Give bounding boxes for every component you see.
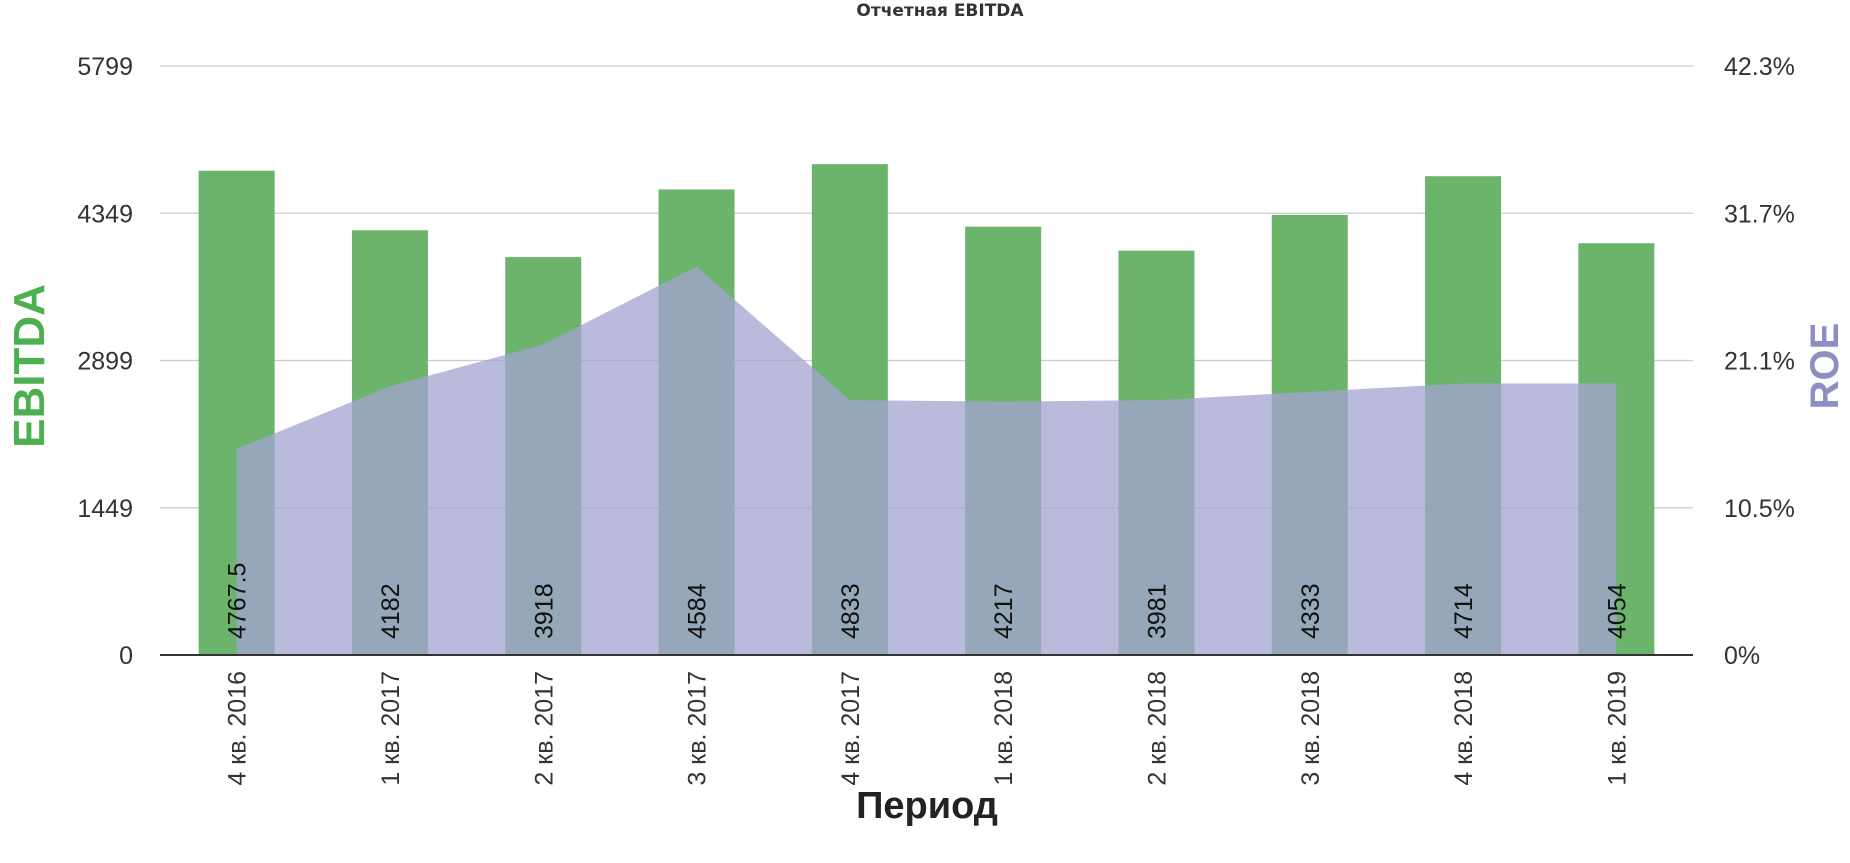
bar-value-label: 4182 <box>377 583 405 639</box>
right-axis-title: ROE <box>1803 323 1847 410</box>
x-axis-title: Период <box>856 785 998 827</box>
x-tick-label: 4 кв. 2018 <box>1450 671 1478 786</box>
right-tick-label: 0% <box>1724 642 1760 670</box>
bar-value-label: 4333 <box>1297 583 1325 639</box>
right-tick-label: 10.5% <box>1724 495 1795 523</box>
right-axis-ticks: 0% 10.5% 21.1% 31.7% 42.3% <box>1724 53 1795 670</box>
chart-title: Отчетная EBITDA <box>856 1 1024 21</box>
bar-value-label: 4833 <box>837 583 865 639</box>
x-tick-label: 4 кв. 2016 <box>224 671 252 786</box>
bar-value-label: 4767.5 <box>224 563 252 639</box>
x-tick-label: 1 кв. 2018 <box>990 671 1018 786</box>
bar-value-label: 3981 <box>1143 583 1171 639</box>
right-tick-label: 21.1% <box>1724 348 1795 376</box>
left-tick-label: 2899 <box>77 348 133 376</box>
left-axis-title: EBITDA <box>5 284 54 448</box>
right-tick-label: 42.3% <box>1724 53 1795 81</box>
x-tick-label: 1 кв. 2017 <box>377 671 405 786</box>
bar-value-label: 4714 <box>1450 583 1478 639</box>
left-tick-label: 5799 <box>77 53 133 81</box>
bar-value-labels: 4767.5 4182 3918 4584 4833 4217 3981 4333 4714 40… <box>224 563 1632 639</box>
bar-value-label: 4054 <box>1603 583 1631 639</box>
x-tick-label: 2 кв. 2017 <box>530 671 558 786</box>
roe-area-series <box>160 266 1693 656</box>
x-tick-label: 3 кв. 2017 <box>684 671 712 786</box>
bar-value-label: 4217 <box>990 583 1018 639</box>
roe-area <box>236 266 1617 655</box>
bar-value-label: 3918 <box>530 583 558 639</box>
left-tick-label: 4349 <box>77 200 133 228</box>
x-tick-label: 4 кв. 2017 <box>837 671 865 786</box>
left-tick-label: 0 <box>119 642 133 670</box>
x-tick-label: 1 кв. 2019 <box>1603 671 1631 786</box>
left-tick-label: 1449 <box>77 495 133 523</box>
left-axis-ticks: 0 1449 2899 4349 5799 <box>77 53 133 670</box>
x-tick-label: 3 кв. 2018 <box>1297 671 1325 786</box>
x-tick-label: 2 кв. 2018 <box>1143 671 1171 786</box>
x-axis-ticks: 4 кв. 2016 1 кв. 2017 2 кв. 2017 3 кв. 2017… <box>224 671 1632 786</box>
bar-value-label: 4584 <box>684 583 712 639</box>
right-tick-label: 31.7% <box>1724 200 1795 228</box>
